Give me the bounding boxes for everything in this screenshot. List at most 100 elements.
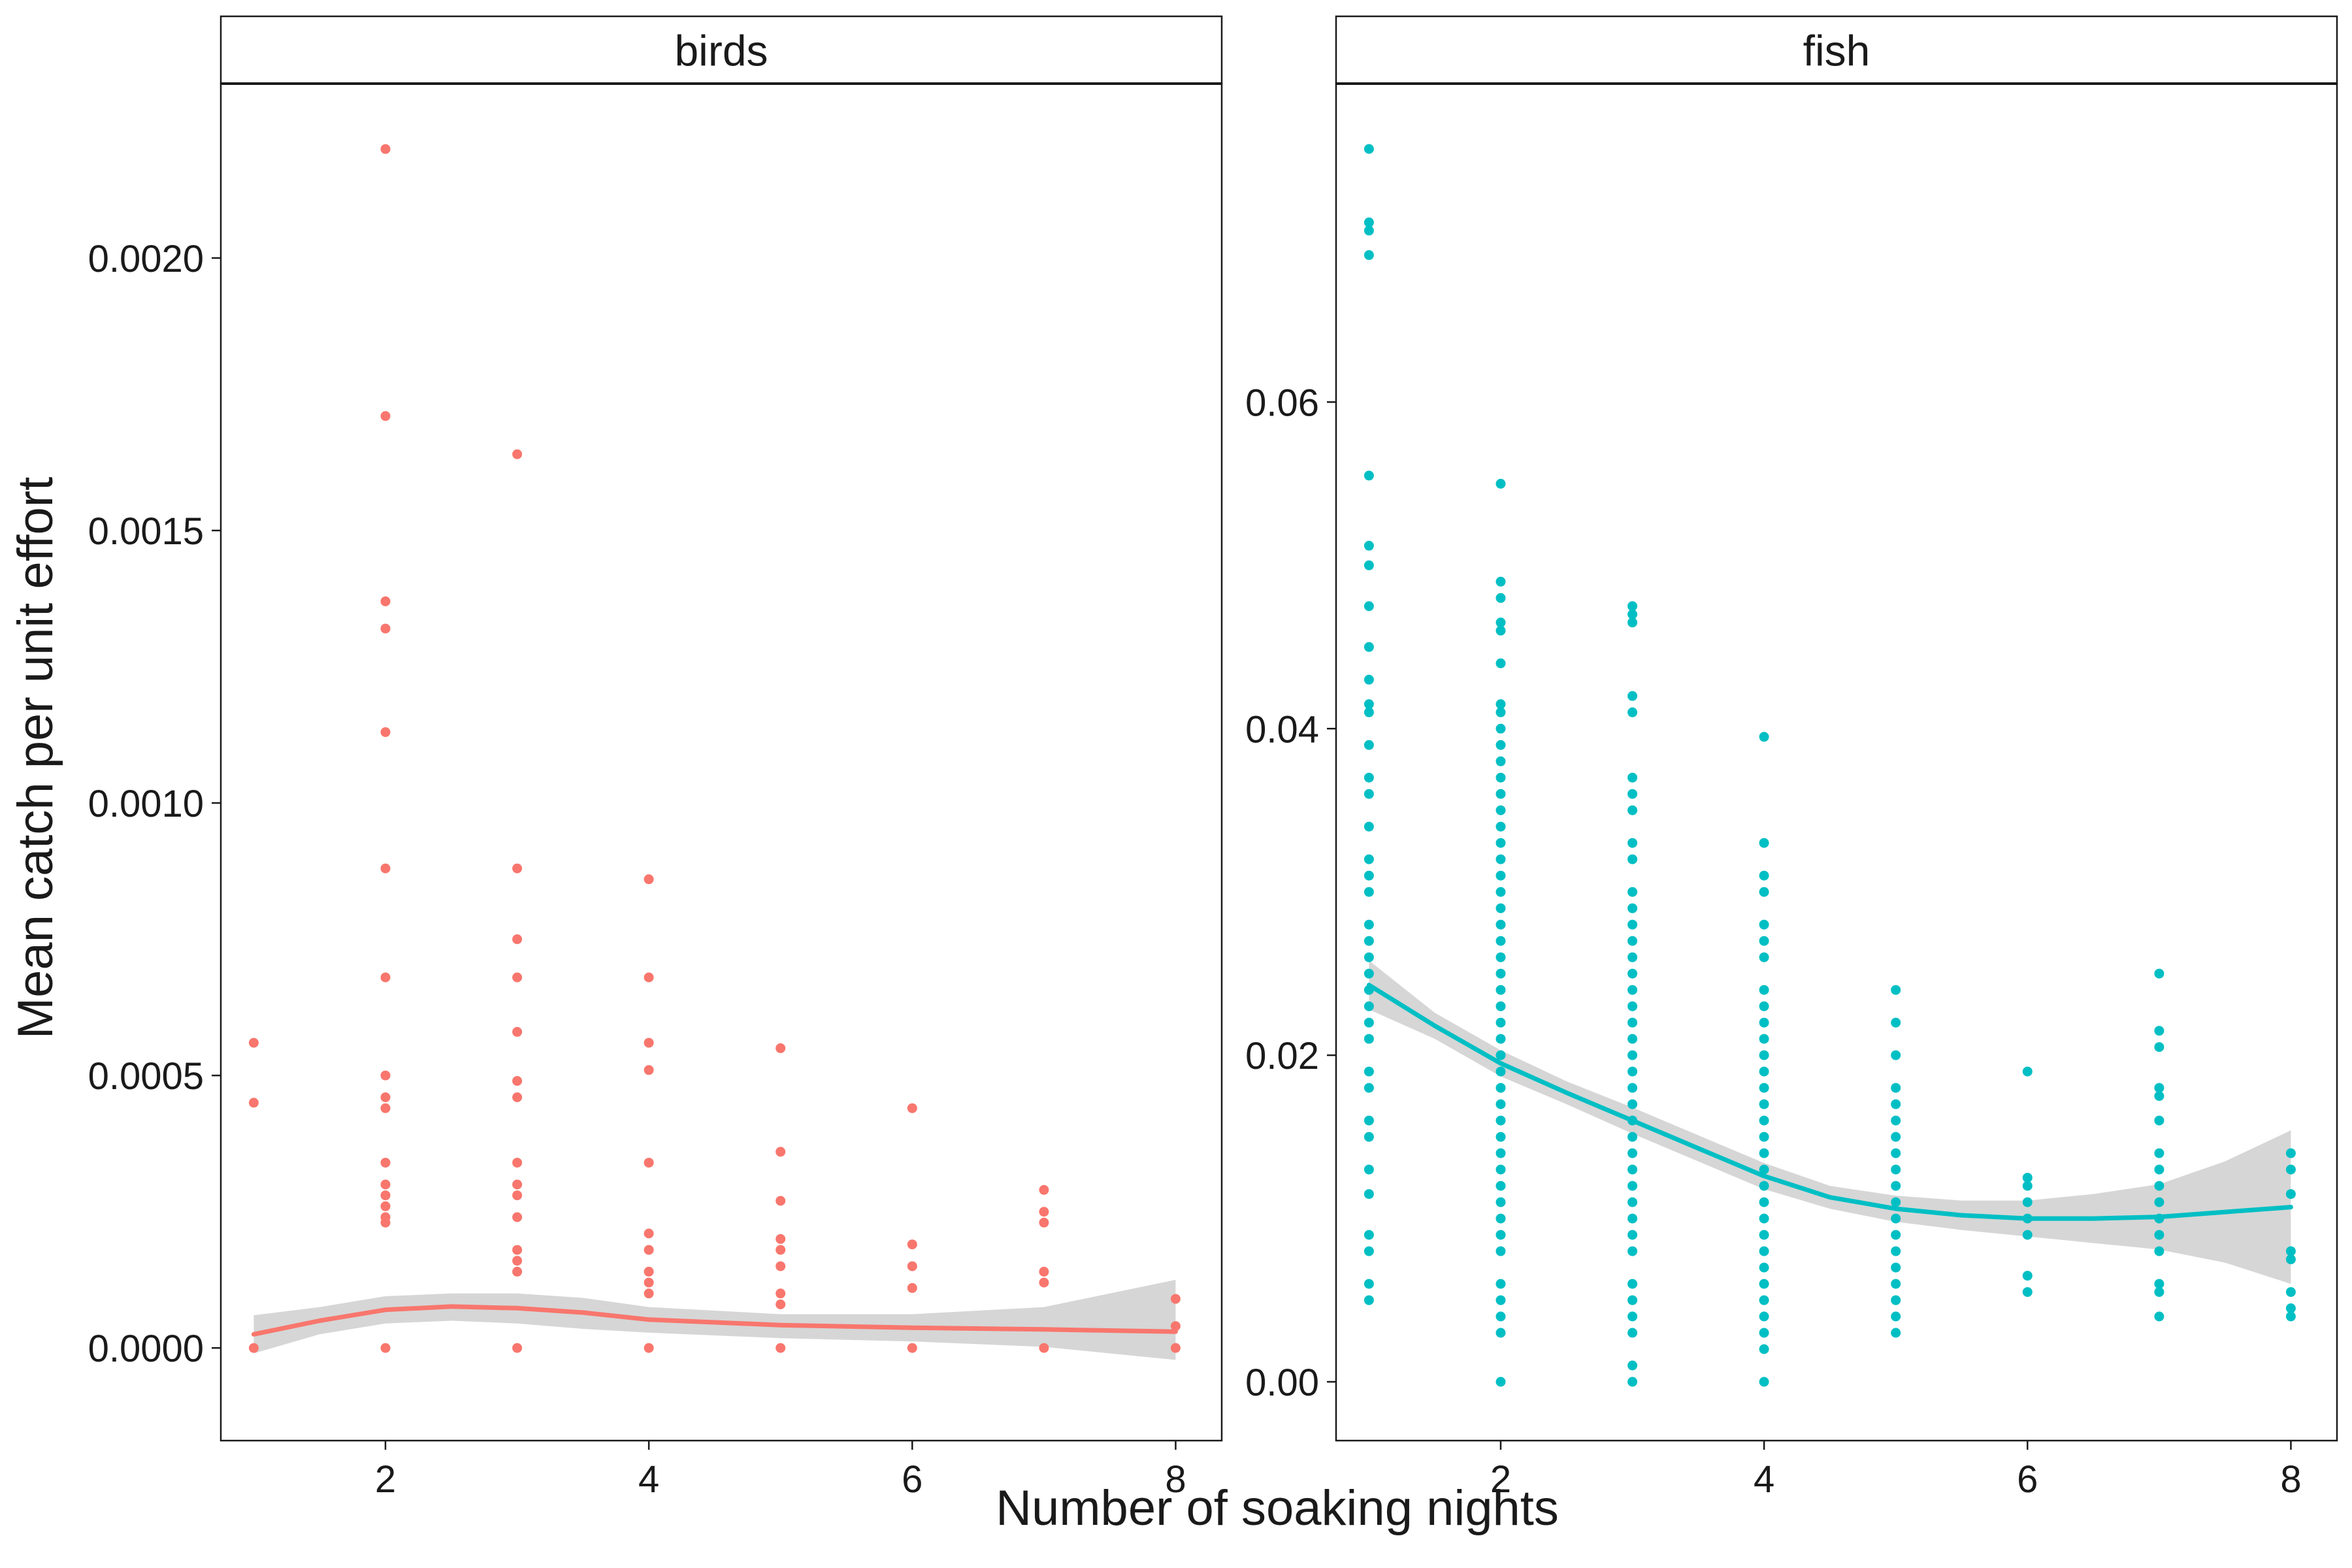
smooth-line xyxy=(251,1304,1178,1337)
data-point xyxy=(1627,1001,1638,1011)
panel-fish: fish 2 4 6 8 0.00 0.02 0.04 0.06 xyxy=(1245,15,2338,1501)
data-point xyxy=(1495,903,1506,913)
data-point xyxy=(380,1158,391,1168)
data-point xyxy=(1364,642,1374,652)
data-point xyxy=(1759,985,1769,995)
data-point xyxy=(1627,854,1638,864)
data-point xyxy=(1759,887,1769,897)
data-point xyxy=(1759,1230,1769,1240)
data-point xyxy=(1759,1377,1769,1387)
data-point xyxy=(1039,1207,1049,1217)
data-point xyxy=(1627,1311,1638,1322)
data-point xyxy=(1364,740,1374,750)
data-point xyxy=(907,1239,917,1250)
data-point xyxy=(2154,968,2164,979)
x-tick-label: 8 xyxy=(1165,1458,1186,1501)
data-point xyxy=(1627,1132,1638,1142)
data-point xyxy=(644,972,654,983)
data-point xyxy=(1364,936,1374,946)
data-point xyxy=(1759,1295,1769,1305)
data-point xyxy=(1495,1083,1506,1093)
data-point xyxy=(1627,1181,1638,1191)
data-point xyxy=(1759,1328,1769,1338)
data-point xyxy=(1364,217,1374,227)
data-point xyxy=(512,1092,523,1102)
data-point xyxy=(1627,1328,1638,1338)
data-point xyxy=(1364,968,1374,979)
data-point xyxy=(1759,1164,1769,1175)
data-point xyxy=(1495,936,1506,946)
data-point xyxy=(2154,1197,2164,1207)
data-point xyxy=(1495,919,1506,930)
data-point xyxy=(1495,658,1506,668)
data-point xyxy=(1495,1099,1506,1109)
data-point xyxy=(380,411,391,421)
data-point xyxy=(512,1245,523,1255)
data-point xyxy=(644,1245,654,1255)
confidence-band xyxy=(253,1279,1176,1360)
data-point xyxy=(380,1103,391,1113)
data-point xyxy=(776,1343,786,1353)
data-point xyxy=(2154,1311,2164,1322)
data-point xyxy=(1759,1132,1769,1142)
confidence-band xyxy=(1369,960,2291,1284)
data-point xyxy=(1364,707,1374,717)
data-point xyxy=(1495,1132,1506,1142)
data-point xyxy=(1759,1148,1769,1158)
data-point xyxy=(2154,1083,2164,1093)
data-point xyxy=(1495,576,1506,587)
data-point xyxy=(644,1065,654,1075)
data-point xyxy=(2285,1287,2296,1298)
data-point xyxy=(1891,1197,1901,1207)
data-point xyxy=(512,972,523,983)
data-point xyxy=(2285,1254,2296,1265)
data-point xyxy=(1039,1217,1049,1228)
data-point xyxy=(1364,1115,1374,1126)
x-tick-label: 2 xyxy=(375,1458,396,1501)
data-point xyxy=(907,1282,917,1293)
data-point xyxy=(2022,1230,2033,1240)
data-point xyxy=(1495,617,1506,628)
data-point xyxy=(1495,968,1506,979)
data-point xyxy=(1495,887,1506,897)
data-point xyxy=(1364,1189,1374,1200)
data-point xyxy=(1759,732,1769,742)
data-point xyxy=(1364,1017,1374,1028)
data-point xyxy=(1364,870,1374,881)
data-point xyxy=(1627,1164,1638,1175)
data-point xyxy=(1759,919,1769,930)
data-point xyxy=(1627,1197,1638,1207)
data-point xyxy=(1364,1279,1374,1289)
data-point xyxy=(1627,1017,1638,1028)
data-point xyxy=(1627,1066,1638,1077)
data-point xyxy=(380,727,391,738)
y-tick-label: 0.02 xyxy=(1245,1035,1319,1077)
data-point xyxy=(1891,1246,1901,1256)
data-point xyxy=(1627,952,1638,962)
data-point xyxy=(2154,1091,2164,1102)
data-point xyxy=(1759,1213,1769,1224)
plot-area xyxy=(248,144,1181,1360)
data-point xyxy=(2022,1181,2033,1191)
data-point xyxy=(1759,1279,1769,1289)
x-axis-title: Number of soaking nights xyxy=(996,1480,1559,1536)
data-point xyxy=(380,1179,391,1190)
data-point xyxy=(1627,1377,1638,1387)
data-point xyxy=(2154,1026,2164,1036)
data-point xyxy=(1495,707,1506,717)
data-point xyxy=(1759,1034,1769,1044)
data-point xyxy=(1627,805,1638,815)
x-tick-label: 4 xyxy=(1754,1458,1774,1501)
data-point xyxy=(1495,1328,1506,1338)
x-tick-label: 6 xyxy=(2017,1458,2038,1501)
data-point xyxy=(1495,1181,1506,1191)
data-point xyxy=(1495,699,1506,710)
data-point xyxy=(512,1212,523,1222)
data-point xyxy=(248,1037,259,1048)
data-point xyxy=(380,623,391,634)
data-point xyxy=(1495,870,1506,881)
data-point xyxy=(1627,838,1638,848)
panel-birds: birds 2 4 6 8 0.0000 0.0005 0.0010 0.0015 0.0020 xyxy=(88,15,1223,1501)
data-point xyxy=(380,1092,391,1102)
